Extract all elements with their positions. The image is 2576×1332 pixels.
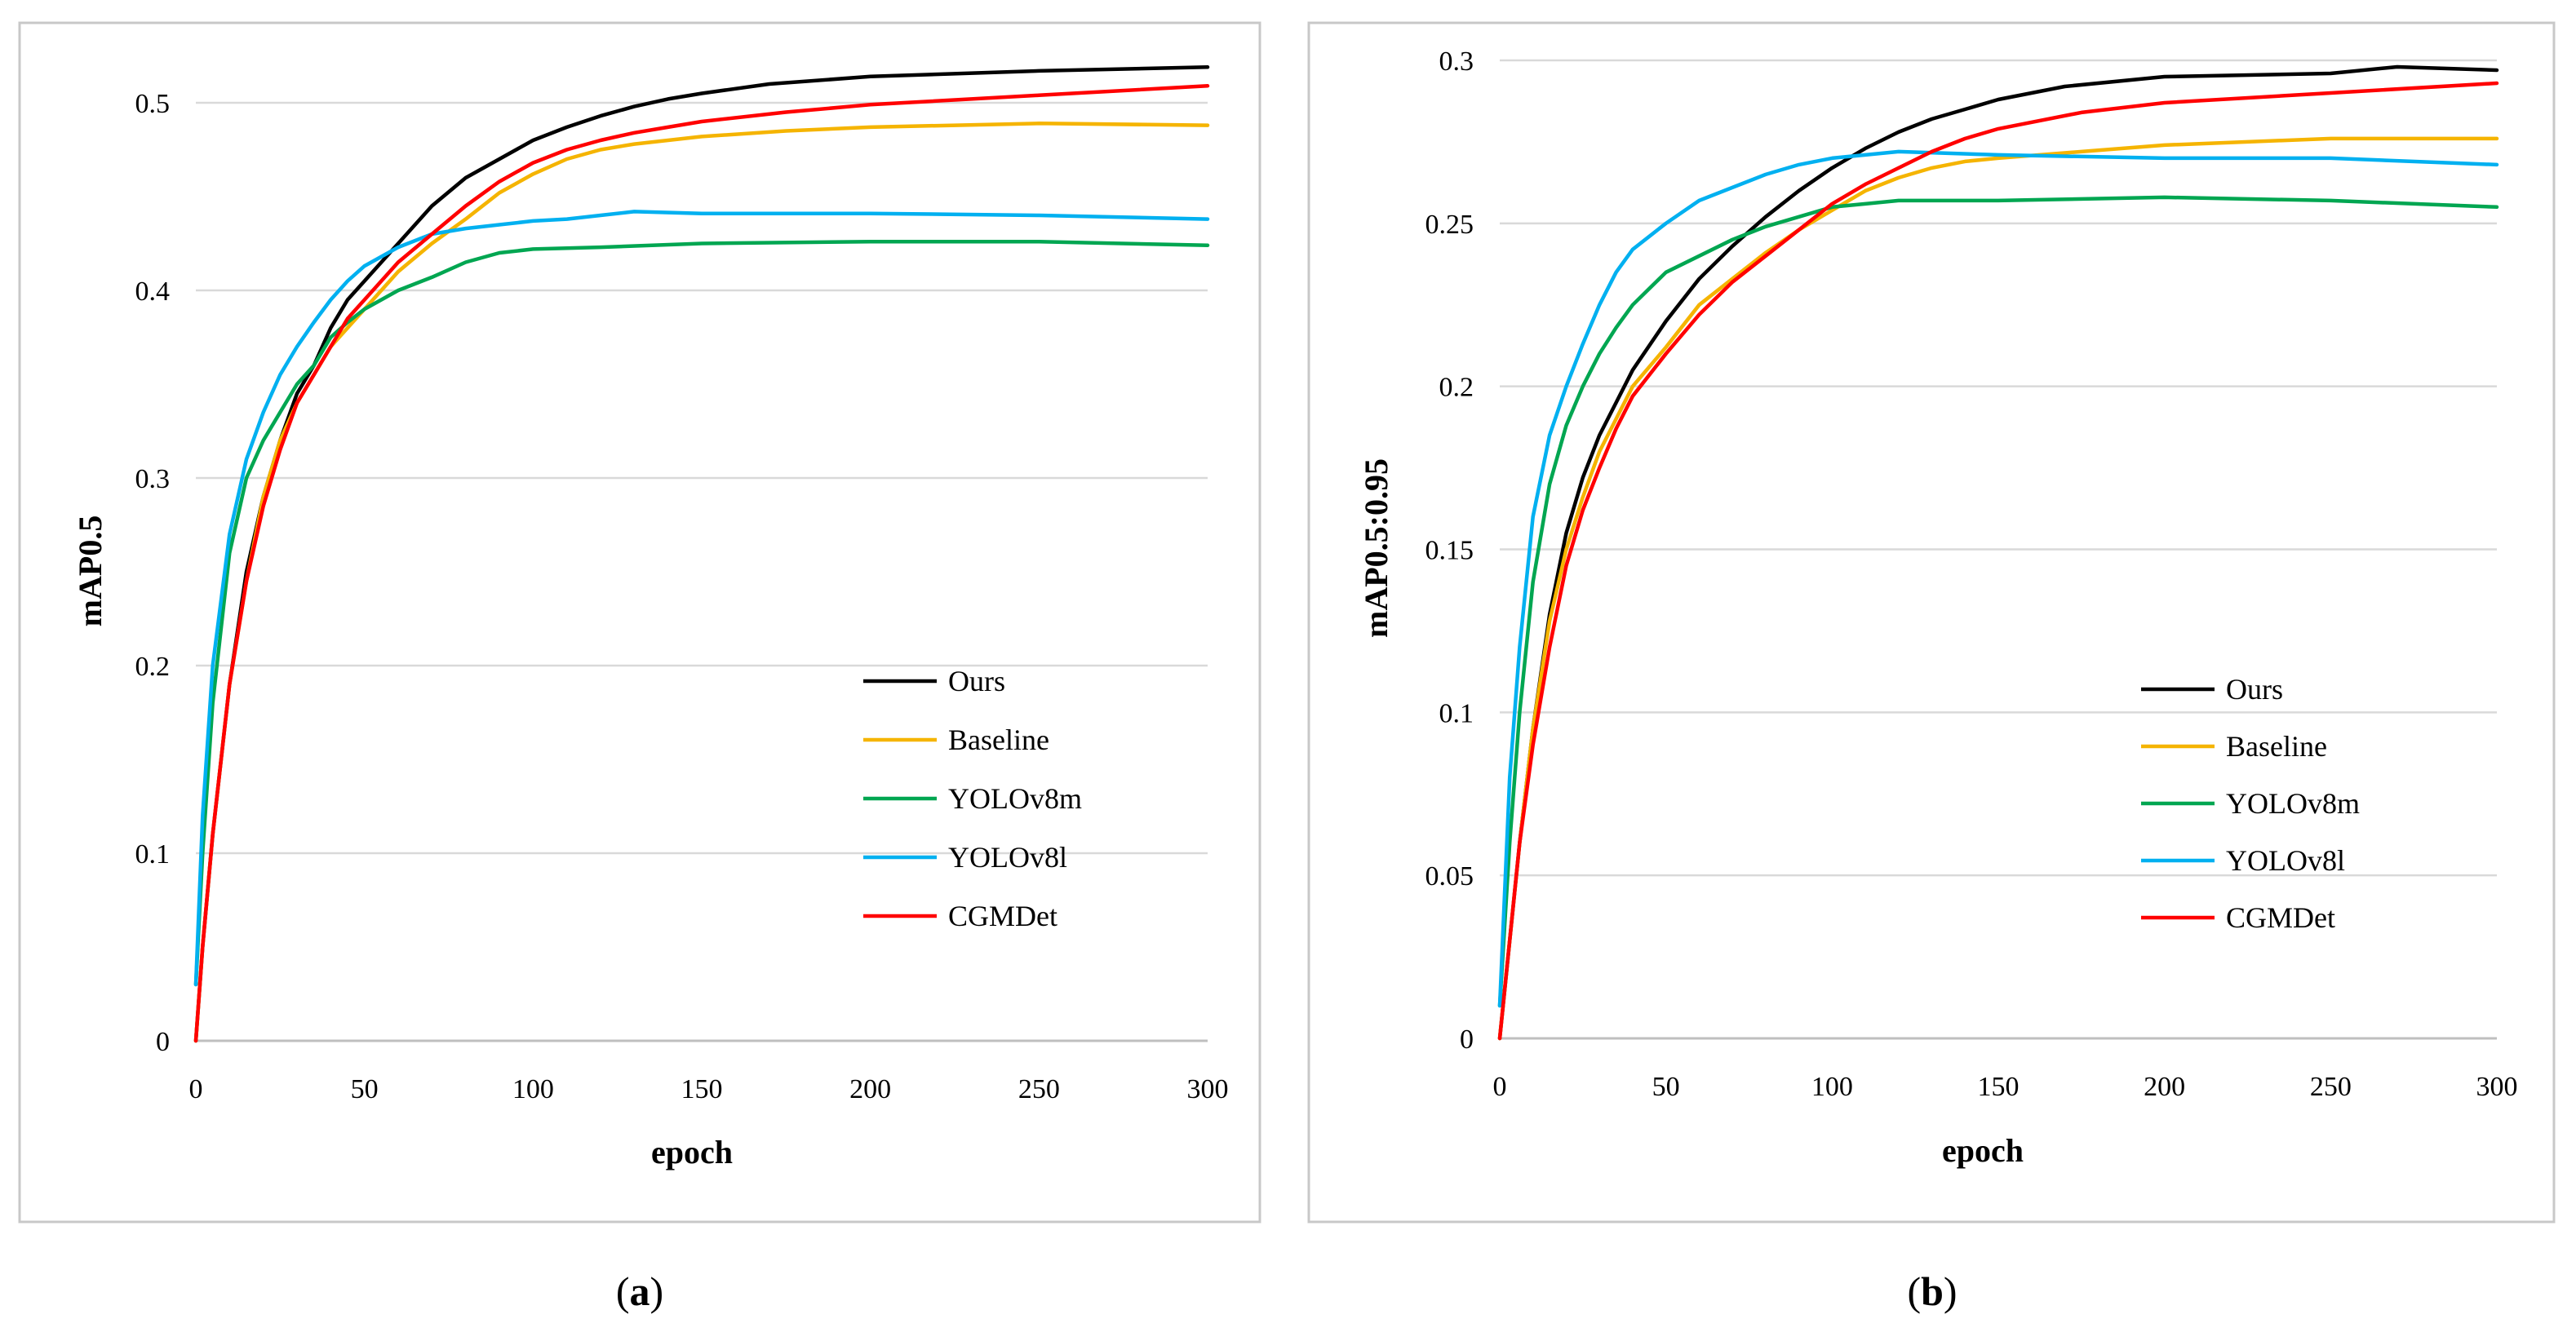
panel-b-x-tick-label: 100 bbox=[1811, 1072, 1853, 1102]
panel-a-x-tick-label: 0 bbox=[189, 1074, 203, 1104]
legend-label-cgmdet: CGMDet bbox=[2226, 901, 2335, 934]
legend-label-ours: Ours bbox=[948, 665, 1005, 697]
panel-b-series-line-yolov8l bbox=[1497, 149, 2499, 1008]
panel-b-legend: Ours Baseline YOLOv8m YOLOv8l CGMDet bbox=[2141, 673, 2360, 934]
panel-b-x-tick-label: 50 bbox=[1652, 1072, 1680, 1102]
panel-a-x-tick-label: 50 bbox=[351, 1074, 379, 1104]
panel-b-y-tick-label: 0.2 bbox=[1439, 373, 1474, 403]
legend-label-yolov8l: YOLOv8l bbox=[2226, 844, 2345, 877]
panel-b-y-tick-label: 0 bbox=[1460, 1024, 1474, 1055]
panel-a-caption-letter: a bbox=[630, 1268, 650, 1314]
panel-a-legend: Ours Baseline YOLOv8m YOLOv8l CGMDet bbox=[863, 665, 1082, 932]
panel-b-caption: (b) bbox=[1907, 1268, 1957, 1314]
panel-a-x-tick-label: 300 bbox=[1187, 1074, 1229, 1104]
panel-a-y-tick-label: 0.3 bbox=[135, 464, 171, 494]
panel-b-y-tick-label: 0.15 bbox=[1425, 536, 1474, 566]
panel-a-y-axis-title: mAP0.5 bbox=[72, 516, 109, 627]
panel-b-x-tick-label: 300 bbox=[2476, 1072, 2518, 1102]
panel-a-y-tick-label: 0.2 bbox=[135, 652, 171, 682]
panel-a-series-line-cgmdet bbox=[193, 84, 1210, 1043]
legend-label-yolov8l: YOLOv8l bbox=[948, 841, 1067, 874]
panel-b-series-line-cgmdet bbox=[1497, 81, 2499, 1041]
panel-a-x-tick-label: 200 bbox=[849, 1074, 891, 1104]
panel-b-y-tick-label: 0.1 bbox=[1439, 698, 1474, 728]
panel-a-x-tick-label: 100 bbox=[512, 1074, 554, 1104]
legend-label-cgmdet: CGMDet bbox=[948, 900, 1057, 932]
panel-b-x-tick-label: 250 bbox=[2310, 1072, 2352, 1102]
panel-b-ticks: 0 0.05 0.1 0.15 0.2 0.25 0.3 0 50 100 150 200 250 300 bbox=[1425, 46, 2518, 1102]
panel-a-y-tick-label: 0.1 bbox=[135, 839, 171, 870]
panel-b-x-tick-label: 150 bbox=[1978, 1072, 2020, 1102]
panel-a-caption: (a) bbox=[616, 1268, 663, 1314]
panel-a-x-tick-label: 250 bbox=[1018, 1074, 1060, 1104]
panel-a-series bbox=[193, 65, 1210, 1043]
panel-a-grid bbox=[196, 101, 1208, 1042]
legend-label-baseline: Baseline bbox=[2226, 730, 2327, 763]
panel-a-x-tick-label: 150 bbox=[681, 1074, 723, 1104]
panel-b-y-tick-label: 0.3 bbox=[1439, 46, 1474, 77]
panel-b-y-tick-label: 0.05 bbox=[1425, 861, 1474, 892]
panel-a-y-tick-label: 0.5 bbox=[135, 89, 171, 119]
legend-label-yolov8m: YOLOv8m bbox=[2226, 787, 2360, 820]
panel-b-caption-letter: b bbox=[1921, 1268, 1944, 1314]
panel-b-x-axis-title: epoch bbox=[1942, 1132, 2024, 1169]
panel-a-series-line-yolov8m bbox=[193, 239, 1210, 987]
legend-label-ours: Ours bbox=[2226, 673, 2283, 706]
panel-a-y-tick-label: 0 bbox=[156, 1027, 170, 1057]
panel-b-series bbox=[1497, 64, 2499, 1041]
panel-b-y-axis-title: mAP0.5:0.95 bbox=[1358, 458, 1394, 638]
panel-b-y-tick-label: 0.25 bbox=[1425, 210, 1474, 240]
panel-b-series-line-yolov8m bbox=[1497, 195, 2499, 1008]
legend-label-yolov8m: YOLOv8m bbox=[948, 782, 1082, 815]
panel-b-x-tick-label: 0 bbox=[1493, 1072, 1507, 1102]
panel-b-x-tick-label: 200 bbox=[2144, 1072, 2185, 1102]
panel-a-y-tick-label: 0.4 bbox=[135, 277, 171, 307]
panel-a-x-axis-title: epoch bbox=[651, 1134, 733, 1170]
panel-b-series-line-baseline bbox=[1497, 136, 2499, 1041]
panel-a-ticks: 0 0.1 0.2 0.3 0.4 0.5 0 50 100 150 200 250 300 bbox=[135, 89, 1229, 1104]
panel-a-series-line-yolov8l bbox=[193, 210, 1210, 987]
panel-a-frame bbox=[18, 21, 1261, 1224]
legend-label-baseline: Baseline bbox=[948, 724, 1049, 756]
